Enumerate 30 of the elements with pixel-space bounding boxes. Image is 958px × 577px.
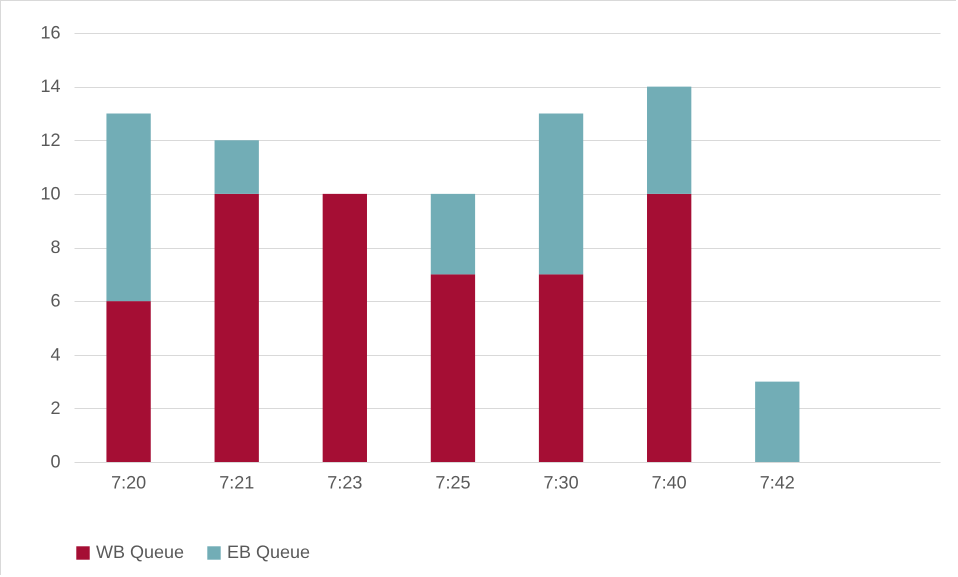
y-tick-label: 4	[50, 344, 60, 364]
x-tick-label: 7:42	[760, 472, 795, 492]
bar	[106, 301, 151, 462]
bar	[106, 113, 151, 302]
bar	[214, 194, 259, 462]
legend-label: EB Queue	[227, 542, 310, 562]
y-tick-label: 16	[40, 22, 60, 42]
bar	[647, 86, 692, 194]
y-tick-label: 0	[50, 452, 60, 472]
bar	[430, 194, 476, 274]
x-tick-label: 7:21	[219, 472, 254, 492]
x-tick-label: 7:30	[544, 472, 579, 492]
bar	[322, 194, 367, 462]
bar	[755, 382, 800, 462]
y-tick-label: 2	[50, 398, 60, 418]
bar	[430, 274, 476, 462]
legend-label: WB Queue	[96, 542, 184, 562]
x-tick-label: 7:25	[435, 472, 470, 492]
y-tick-label: 12	[40, 130, 60, 150]
x-tick-label: 7:40	[652, 472, 687, 492]
y-tick-label: 14	[40, 76, 60, 96]
x-tick-label: 7:20	[111, 472, 146, 492]
y-tick-label: 8	[50, 237, 60, 257]
y-tick-label: 6	[50, 290, 60, 311]
bar	[538, 274, 584, 462]
bar	[214, 140, 259, 194]
bar	[538, 113, 584, 274]
x-tick-label: 7:23	[327, 472, 362, 492]
y-tick-label: 10	[40, 183, 60, 204]
bar	[647, 194, 692, 462]
